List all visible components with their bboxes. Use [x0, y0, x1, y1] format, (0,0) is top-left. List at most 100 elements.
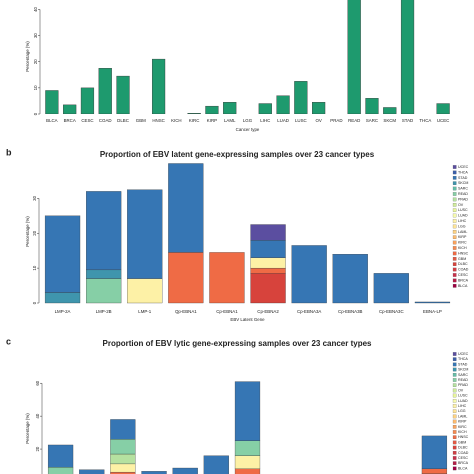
x-tick-label: BRCA: [64, 118, 76, 123]
bar-segment: [110, 453, 136, 465]
x-tick-label: UCEC: [437, 118, 449, 123]
legend-swatch: [452, 197, 457, 202]
y-tick-label: 20: [32, 230, 37, 235]
legend-label: KIRC: [458, 241, 467, 245]
y-tick-label: 30: [32, 195, 37, 200]
bars: [45, 0, 450, 114]
legend-swatch: [452, 219, 457, 223]
legend-label: CESC: [458, 456, 468, 460]
x-tick-label: KICH: [171, 118, 182, 123]
x-tick-label: LAML: [224, 118, 236, 123]
bar-segment: [168, 163, 204, 253]
bar: [258, 103, 272, 114]
legend-label: PRAD: [458, 197, 468, 201]
legend-label: LUSC: [458, 394, 468, 398]
legend-label: HNSC: [458, 251, 469, 255]
legend-swatch: [452, 267, 457, 272]
legend-swatch: [452, 203, 457, 207]
legend-label: KIRP: [458, 235, 467, 239]
legend-swatch: [452, 419, 457, 424]
x-tick-label: Cp-EBNA3B: [338, 309, 362, 314]
bar: [63, 104, 77, 114]
x-tick-label: LMP-2A: [55, 309, 71, 314]
legend-swatch: [452, 192, 457, 196]
bar-segment: [234, 440, 261, 456]
bar: [312, 102, 326, 114]
x-axis-label: Cancer type: [236, 127, 260, 132]
bar-segment: [209, 252, 245, 304]
legend-label: SARC: [458, 373, 468, 377]
bar-segment: [421, 435, 448, 469]
x-tick-label: LMP-1: [138, 309, 151, 314]
legend-label: KIRP: [458, 420, 467, 424]
legend-label: READ: [458, 192, 468, 196]
x-tick-label: Qp-EBNA1: [175, 309, 197, 314]
x-tick-label: DLBC: [117, 118, 129, 123]
legend-label: BLCA: [458, 284, 468, 288]
bar-segment: [250, 267, 286, 274]
bar-segment: [172, 467, 198, 474]
legend-label: SARC: [458, 187, 468, 191]
panel-0: 0 10 20 30 40 Percentage (%) Cancer type BLCA BR…: [25, 0, 450, 132]
legend-swatch: [452, 240, 457, 245]
legend-label: LUAD: [458, 214, 468, 218]
bar-segment: [110, 463, 136, 473]
bar-segment: [250, 257, 286, 269]
x-tick-label: LMP-2B: [96, 309, 112, 314]
x-axis-label: EBV Latent Gene: [230, 317, 265, 322]
legend-swatch: [452, 378, 457, 382]
x-tick-label: KIRP: [207, 118, 217, 123]
legend-swatch: [452, 440, 457, 445]
y-tick-label: 40: [35, 413, 40, 418]
bar-segment: [127, 189, 163, 279]
x-tick-label: EBNA-LP: [423, 309, 442, 314]
legend-label: LIHC: [458, 219, 467, 223]
x-tick-label: GBM: [136, 118, 146, 123]
legend-label: KICH: [458, 246, 467, 250]
legend-swatch: [452, 373, 457, 377]
bar-segment: [110, 439, 136, 455]
legend-label: HNSC: [458, 435, 469, 439]
legend-swatch: [452, 362, 457, 367]
legend-label: UCEC: [458, 165, 469, 169]
y-tick-label: 10: [33, 85, 38, 90]
legend-swatch: [452, 278, 457, 283]
legend-swatch: [452, 165, 457, 169]
bar: [45, 90, 59, 114]
bar: [365, 98, 379, 114]
legend-swatch: [452, 456, 457, 460]
x-tick-label: BLCA: [46, 118, 58, 123]
legend-swatch: [452, 213, 457, 218]
legend-label: STAD: [458, 176, 468, 180]
x-tick-label: Cp-EBNA2: [257, 309, 279, 314]
legend-label: DLBC: [458, 262, 468, 266]
y-tick-label: 40: [33, 6, 38, 11]
chart-title: Proportion of EBV lytic gene-expressing …: [103, 339, 373, 348]
legend-swatch: [452, 176, 457, 180]
legend-swatch: [452, 284, 457, 288]
y-axis-label: Percentage (%): [25, 216, 30, 247]
x-tick-label: HNSC: [152, 118, 164, 123]
legend-swatch: [452, 186, 457, 191]
bar-segment: [234, 381, 261, 441]
legend-label: GBM: [458, 257, 466, 261]
bar: [223, 102, 237, 114]
bar-segment: [86, 269, 122, 279]
legend-label: CESC: [458, 273, 468, 277]
bar-segment: [203, 455, 229, 474]
bar: [294, 81, 308, 114]
legend-label: BRCA: [458, 461, 469, 465]
legend-swatch: [452, 246, 457, 250]
legend-swatch: [452, 466, 457, 471]
x-tick-label: LUSC: [295, 118, 307, 123]
legend-label: LUSC: [458, 208, 468, 212]
legend-swatch: [452, 383, 457, 388]
x-tick-label: SARC: [366, 118, 378, 123]
x-tick-label: COAD: [99, 118, 112, 123]
bar-segment: [141, 471, 167, 474]
legend-swatch: [452, 409, 457, 414]
legend-swatch: [452, 425, 457, 429]
bar: [400, 0, 415, 114]
y-axis-label: Percentage (%): [25, 413, 30, 444]
legend-swatch: [452, 208, 457, 213]
